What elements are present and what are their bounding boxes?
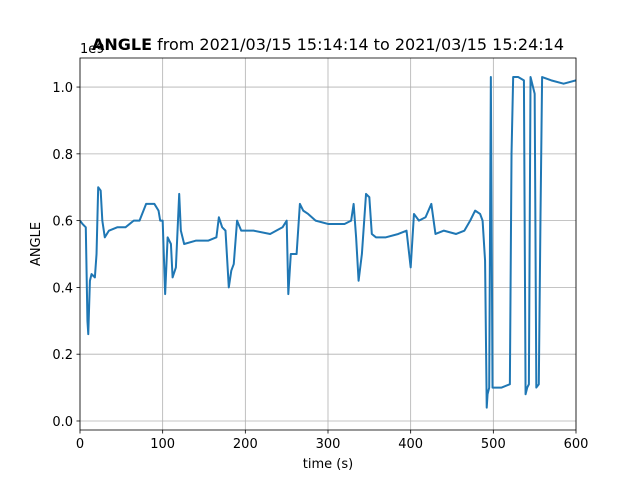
x-axis-label: time (s) xyxy=(303,457,353,472)
x-tick-label: 400 xyxy=(398,437,423,452)
y-tick-label: 1.0 xyxy=(52,81,73,96)
x-tick-label: 200 xyxy=(233,437,258,452)
y-tick-label: 0.8 xyxy=(52,148,73,163)
x-tick-label: 0 xyxy=(76,437,84,452)
axes-frame xyxy=(79,57,577,431)
y-tick-label: 0.2 xyxy=(52,348,73,363)
y-axis-label: ANGLE xyxy=(29,222,44,266)
x-tick-label: 500 xyxy=(481,437,506,452)
y-offset-label: 1e9 xyxy=(80,42,105,57)
data-line xyxy=(80,76,576,409)
chart-title: ANGLE from 2021/03/15 15:14:14 to 2021/0… xyxy=(92,35,564,54)
x-tick-label: 300 xyxy=(316,437,341,452)
x-tick-label: 600 xyxy=(564,437,589,452)
y-tick-label: 0.4 xyxy=(52,281,73,296)
y-tick-label: 0.0 xyxy=(52,415,73,430)
title-rest: from 2021/03/15 15:14:14 to 2021/03/15 1… xyxy=(157,35,564,54)
plot-area: 0 100 200 300 400 500 600 0.0 0.2 0.4 0.6 0.8 1.0 xyxy=(52,57,589,452)
x-tick-label: 100 xyxy=(150,437,175,452)
y-tick-label: 0.6 xyxy=(52,215,73,230)
title-name: ANGLE xyxy=(92,35,152,54)
